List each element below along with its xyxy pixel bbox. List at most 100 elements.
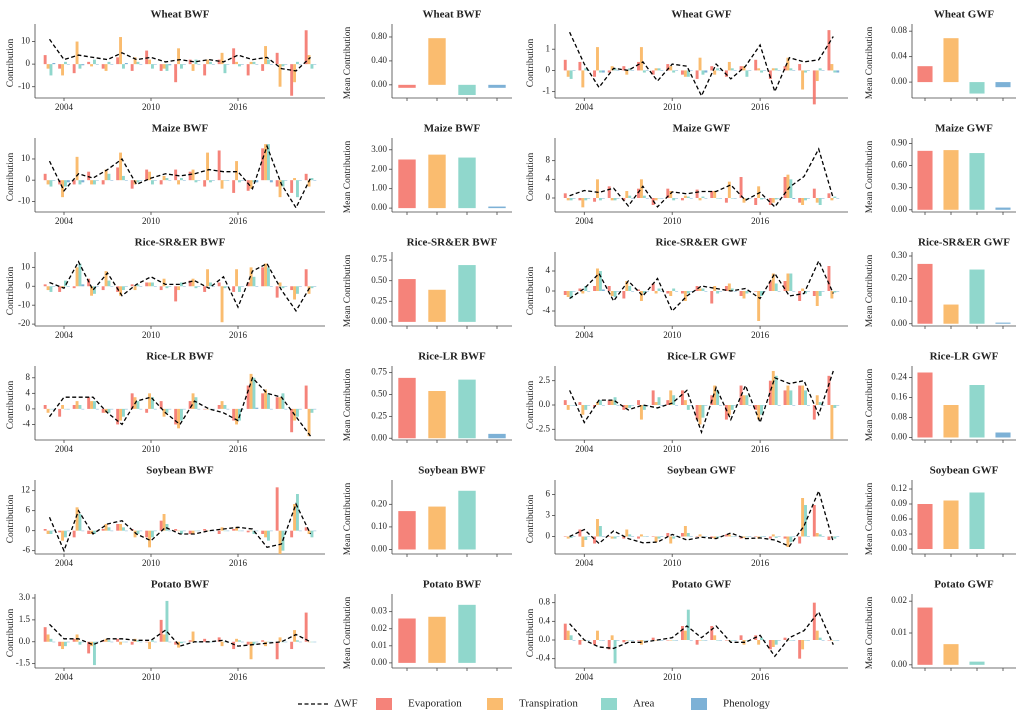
- bar: [165, 600, 169, 642]
- bar: [680, 291, 684, 294]
- y-tick-label: 4: [546, 265, 551, 275]
- bar: [786, 57, 790, 71]
- bar: [704, 405, 708, 406]
- bar: [313, 641, 317, 643]
- bar: [666, 64, 670, 71]
- bar: [754, 198, 758, 205]
- bar: [304, 269, 308, 287]
- bar: [675, 640, 679, 641]
- bar: [792, 70, 796, 71]
- bar: [313, 64, 317, 65]
- bar: [87, 641, 91, 654]
- bar: [774, 68, 778, 71]
- bar: [654, 640, 658, 641]
- bar: [733, 640, 737, 641]
- bar: [651, 390, 655, 405]
- bar: [188, 280, 192, 287]
- bar: [660, 70, 664, 71]
- bar: [58, 64, 62, 69]
- bar: [61, 64, 64, 76]
- bar: [90, 401, 93, 409]
- bar: [310, 178, 314, 181]
- y-tick-label: 0: [26, 174, 31, 184]
- bar: [569, 291, 573, 299]
- bar: [613, 640, 617, 664]
- bar: [261, 64, 265, 71]
- bar: [698, 640, 702, 641]
- y-tick-label: 0.04: [891, 51, 907, 61]
- bar: [177, 286, 180, 291]
- y-axis-label: Mean Contribution: [865, 596, 875, 669]
- bar: [281, 641, 285, 643]
- bar: [281, 393, 285, 409]
- bar: [680, 626, 684, 640]
- x-tick-label: 2016: [751, 102, 770, 112]
- bar: [593, 286, 597, 291]
- bar: [607, 536, 611, 537]
- bar: [713, 635, 717, 640]
- bar: [651, 536, 655, 537]
- bar: [628, 640, 632, 641]
- bar: [298, 64, 302, 65]
- bar: [628, 195, 632, 198]
- bar: [122, 175, 125, 181]
- y-tick-label: 0.00: [371, 202, 387, 212]
- delta-line: [569, 31, 834, 98]
- bar: [651, 637, 655, 640]
- bar: [217, 150, 221, 181]
- chart-title: Potato GWF: [934, 579, 994, 591]
- bar: [238, 64, 241, 67]
- bar: [596, 47, 599, 71]
- y-tick-label: 0.10: [371, 521, 387, 531]
- bar: [107, 640, 111, 642]
- bar: [683, 291, 687, 301]
- bar: [563, 536, 567, 537]
- bar: [246, 641, 250, 645]
- x-tick-label: 2016: [229, 330, 248, 340]
- bar: [730, 536, 734, 537]
- bar: [757, 68, 761, 71]
- bar: [220, 286, 224, 323]
- bar: [139, 530, 143, 532]
- y-axis-label: Mean Contribution: [343, 482, 353, 555]
- x-tick-label: 2016: [751, 444, 770, 454]
- bar: [148, 282, 151, 287]
- bar: [657, 397, 661, 405]
- bar: [745, 70, 749, 77]
- delta-line: [48, 376, 312, 437]
- bar: [145, 530, 149, 538]
- bar: [566, 405, 570, 410]
- bar: [278, 530, 282, 554]
- bar: [783, 637, 787, 640]
- bar: [290, 286, 294, 291]
- bar: [660, 405, 664, 406]
- bar: [87, 61, 91, 65]
- bar: [704, 70, 708, 73]
- y-axis-label: Mean Contribution: [343, 254, 353, 327]
- bar: [695, 70, 699, 79]
- bar: [232, 408, 236, 421]
- bar: [801, 498, 805, 537]
- bar: [104, 638, 108, 642]
- bar: [669, 291, 673, 296]
- y-tick-label: 6: [546, 489, 551, 499]
- bar: [637, 536, 640, 539]
- x-tick-label: 2016: [229, 672, 248, 682]
- bar: [232, 641, 236, 650]
- bar: [209, 180, 212, 183]
- bar: [252, 377, 256, 409]
- y-tick-label: 0.24: [891, 372, 907, 382]
- bar: [733, 536, 737, 537]
- bar: [252, 641, 256, 645]
- bar: [716, 640, 720, 641]
- delta-line: [48, 144, 312, 210]
- bar: [768, 536, 772, 539]
- bar: [995, 82, 1011, 88]
- bar: [686, 291, 690, 294]
- chart-title: Rice-SR&ER GWF: [918, 237, 1010, 249]
- bar: [610, 635, 614, 640]
- bar: [296, 408, 299, 417]
- bar: [153, 641, 157, 643]
- delta-line: [569, 489, 834, 548]
- bar: [90, 180, 93, 185]
